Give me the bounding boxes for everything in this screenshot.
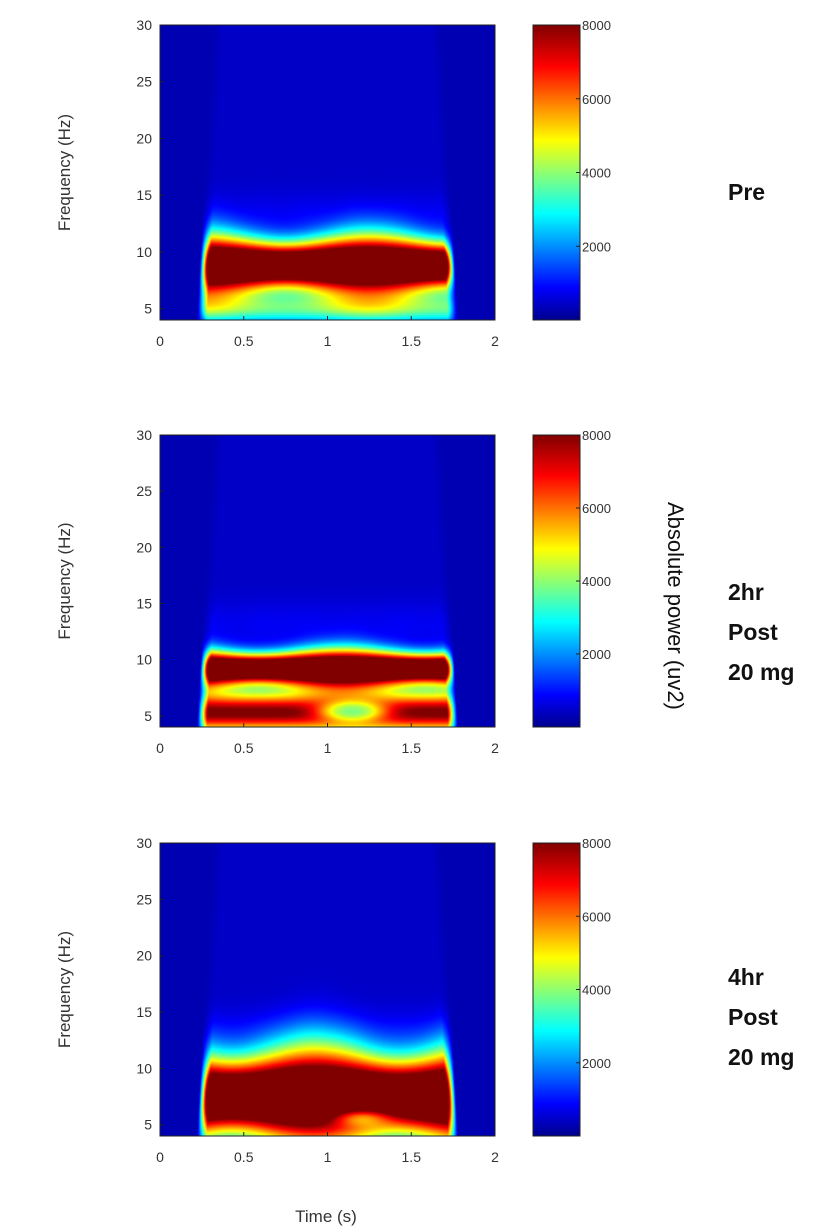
- y-tick-label: 15: [136, 1004, 152, 1020]
- heatmap-image: [160, 435, 495, 727]
- heatmap-image: [160, 25, 495, 320]
- colorbar-tick-label: 4000: [582, 574, 611, 589]
- y-tick-label: 20: [136, 539, 152, 555]
- y-tick-label: 30: [136, 835, 152, 851]
- x-tick-label: 2: [491, 1149, 499, 1165]
- colorbar: [532, 842, 581, 1137]
- x-axis-label: Time (s): [295, 1207, 357, 1226]
- y-tick-label: 5: [144, 708, 152, 724]
- condition-label: 4hr Post 20 mg: [728, 964, 794, 1070]
- condition-label: Pre: [728, 179, 765, 205]
- x-tick-label: 1.5: [402, 1149, 422, 1165]
- colorbar-tick-label: 6000: [582, 501, 611, 516]
- y-tick-label: 5: [144, 1117, 152, 1133]
- y-tick-label: 10: [136, 244, 152, 260]
- x-tick-label: 0: [156, 1149, 164, 1165]
- x-tick-label: 2: [491, 333, 499, 349]
- y-tick-label: 10: [136, 652, 152, 668]
- y-tick-label: 25: [136, 483, 152, 499]
- colorbar-label: Absolute power (uv2): [663, 502, 688, 710]
- x-tick-label: 0.5: [234, 333, 254, 349]
- colorbar-tick-label: 2000: [582, 1056, 611, 1071]
- x-tick-label: 0: [156, 740, 164, 756]
- y-tick-label: 20: [136, 948, 152, 964]
- colorbar-tick-label: 8000: [582, 18, 611, 33]
- colorbar-tick-label: 8000: [582, 428, 611, 443]
- x-tick-label: 0.5: [234, 740, 254, 756]
- heatmap-image: [160, 843, 495, 1136]
- y-tick-label: 5: [144, 301, 152, 317]
- colorbar-tick-label: 2000: [582, 239, 611, 254]
- colorbar-tick-label: 6000: [582, 909, 611, 924]
- x-tick-label: 0: [156, 333, 164, 349]
- y-axis-label: Frequency (Hz): [55, 114, 74, 231]
- x-tick-label: 1: [324, 1149, 332, 1165]
- y-tick-label: 30: [136, 17, 152, 33]
- x-tick-label: 2: [491, 740, 499, 756]
- y-tick-label: 15: [136, 595, 152, 611]
- y-tick-label: 15: [136, 187, 152, 203]
- colorbar-tick-label: 4000: [582, 166, 611, 181]
- y-tick-label: 10: [136, 1060, 152, 1076]
- colorbar-tick-label: 4000: [582, 983, 611, 998]
- colorbar-tick-label: 2000: [582, 647, 611, 662]
- x-tick-label: 1: [324, 333, 332, 349]
- x-tick-label: 1.5: [402, 740, 422, 756]
- y-tick-label: 25: [136, 74, 152, 90]
- colorbar-tick-label: 8000: [582, 836, 611, 851]
- condition-label: 2hr Post 20 mg: [728, 579, 794, 685]
- y-axis-label: Frequency (Hz): [55, 522, 74, 639]
- x-tick-label: 0.5: [234, 1149, 254, 1165]
- x-tick-label: 1: [324, 740, 332, 756]
- y-tick-label: 25: [136, 891, 152, 907]
- y-tick-label: 20: [136, 130, 152, 146]
- y-tick-label: 30: [136, 427, 152, 443]
- colorbar-tick-label: 6000: [582, 92, 611, 107]
- x-tick-label: 1.5: [402, 333, 422, 349]
- colorbar: [532, 24, 581, 321]
- y-axis-label: Frequency (Hz): [55, 931, 74, 1048]
- colorbar: [532, 434, 581, 728]
